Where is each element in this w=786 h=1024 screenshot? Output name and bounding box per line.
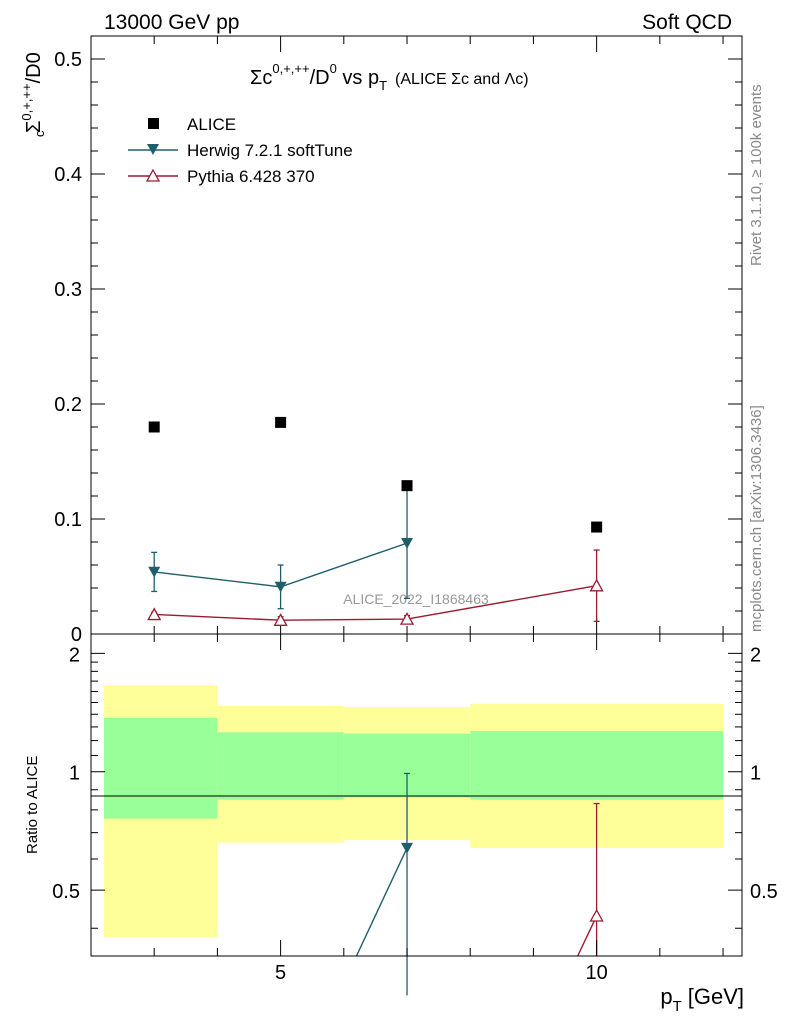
header-right-label: Soft QCD: [642, 11, 732, 34]
pythia-main-point: [273, 613, 288, 626]
main-ytick-label: 0.4: [54, 164, 82, 186]
main-ylabel-subscript: c: [32, 130, 47, 137]
ratio-xtick-label: 10: [586, 962, 608, 984]
main-title: Σc0,+,++/D0 vs pT (ALICE Σc and Λc): [250, 61, 529, 93]
legend-herwig-marker: [147, 144, 159, 155]
main-title-note: (ALICE Σc and Λc): [395, 71, 529, 88]
ratio-band-inner: [217, 732, 344, 800]
ratio-marks: [355, 772, 604, 996]
main-ticks: 0 0.1 0.2 0.3 0.4 0.5: [54, 36, 742, 646]
alice-main-point: [148, 421, 160, 433]
main-title-sub: T: [379, 78, 387, 93]
ratio-ylabel: Ratio to ALICE: [24, 756, 41, 854]
main-title-vs: vs p: [337, 67, 379, 89]
ratio-plot-frame: [90, 633, 743, 957]
ratio-ytick-label-right: 2: [750, 644, 761, 666]
herwig-main-point: [401, 538, 414, 549]
main-ytick-label: 0: [71, 624, 82, 646]
legend-pythia-marker: [145, 168, 161, 182]
ratio-ytick-label-right: 1: [750, 763, 761, 785]
x-axis-label: pT [GeV]: [660, 984, 744, 1015]
main-ytick-label: 0.3: [54, 279, 82, 301]
main-ytick-label: 0.5: [54, 49, 82, 71]
legend-alice-marker: [148, 118, 159, 129]
main-ylabel: Σ0,+,++/D0: [19, 52, 45, 133]
ratio-xtick-label: 5: [275, 962, 286, 984]
ratio-ytick-label-right: 0.5: [750, 881, 778, 903]
pythia-ratio-line: [577, 915, 598, 957]
main-ylabel-sigma: Σ: [23, 121, 45, 133]
header-left-label: 13000 GeV pp: [104, 11, 239, 34]
ratio-band-inner: [104, 717, 218, 819]
legend-herwig-label: Herwig 7.2.1 softTune: [187, 141, 353, 160]
ratio-ytick-label-left: 1: [69, 763, 80, 785]
herwig-ratio-line: [355, 847, 408, 957]
ratio-ticks: 0.5 0.5 1 1 2 2 5 10: [52, 634, 778, 984]
alice-main-point: [275, 416, 287, 428]
ratio-bands: [104, 685, 724, 938]
pythia-main-point: [399, 612, 415, 625]
main-title-sigma: Σc: [250, 67, 272, 89]
main-title-d: /D: [310, 67, 330, 89]
ratio-band-inner: [470, 730, 724, 800]
pythia-ratio-point: [589, 908, 604, 922]
alice-main-point: [591, 521, 603, 533]
legend-alice-label: ALICE: [187, 115, 236, 134]
ratio-ytick-label-left: 2: [69, 644, 80, 666]
analysis-watermark: ALICE_2022_I1868463: [343, 591, 489, 607]
x-axis-label-sub: T: [673, 998, 682, 1015]
main-title-sup: 0,+,++: [272, 61, 309, 76]
pythia-main-line: [154, 585, 597, 621]
herwig-main-point: [274, 581, 287, 593]
legend-pythia-label: Pythia 6.428 370: [187, 167, 315, 186]
main-ytick-label: 0.1: [54, 509, 82, 531]
main-ylabel-rest: /D0: [23, 52, 45, 83]
x-axis-label-unit: [GeV]: [688, 984, 744, 1009]
alice-main-point: [401, 480, 413, 492]
ratio-ytick-label-left: 0.5: [52, 881, 80, 903]
main-marks: [147, 416, 604, 626]
main-ytick-label: 0.2: [54, 394, 82, 416]
herwig-main-point: [148, 566, 161, 578]
legend: ALICE Herwig 7.2.1 softTune Pythia 6.428…: [128, 115, 353, 186]
x-axis-label-p: p: [660, 984, 672, 1009]
rivet-label: Rivet 3.1.10, ≥ 100k events: [748, 84, 765, 266]
main-title-sup2: 0: [330, 61, 337, 76]
pythia-main-point: [147, 607, 162, 621]
main-ylabel-sup: 0,+,++: [19, 83, 34, 120]
mcplots-label: mcplots.cern.ch [arXiv:1306.3436]: [748, 405, 765, 632]
herwig-ratio-point: [401, 842, 414, 854]
pythia-main-point: [589, 578, 604, 592]
